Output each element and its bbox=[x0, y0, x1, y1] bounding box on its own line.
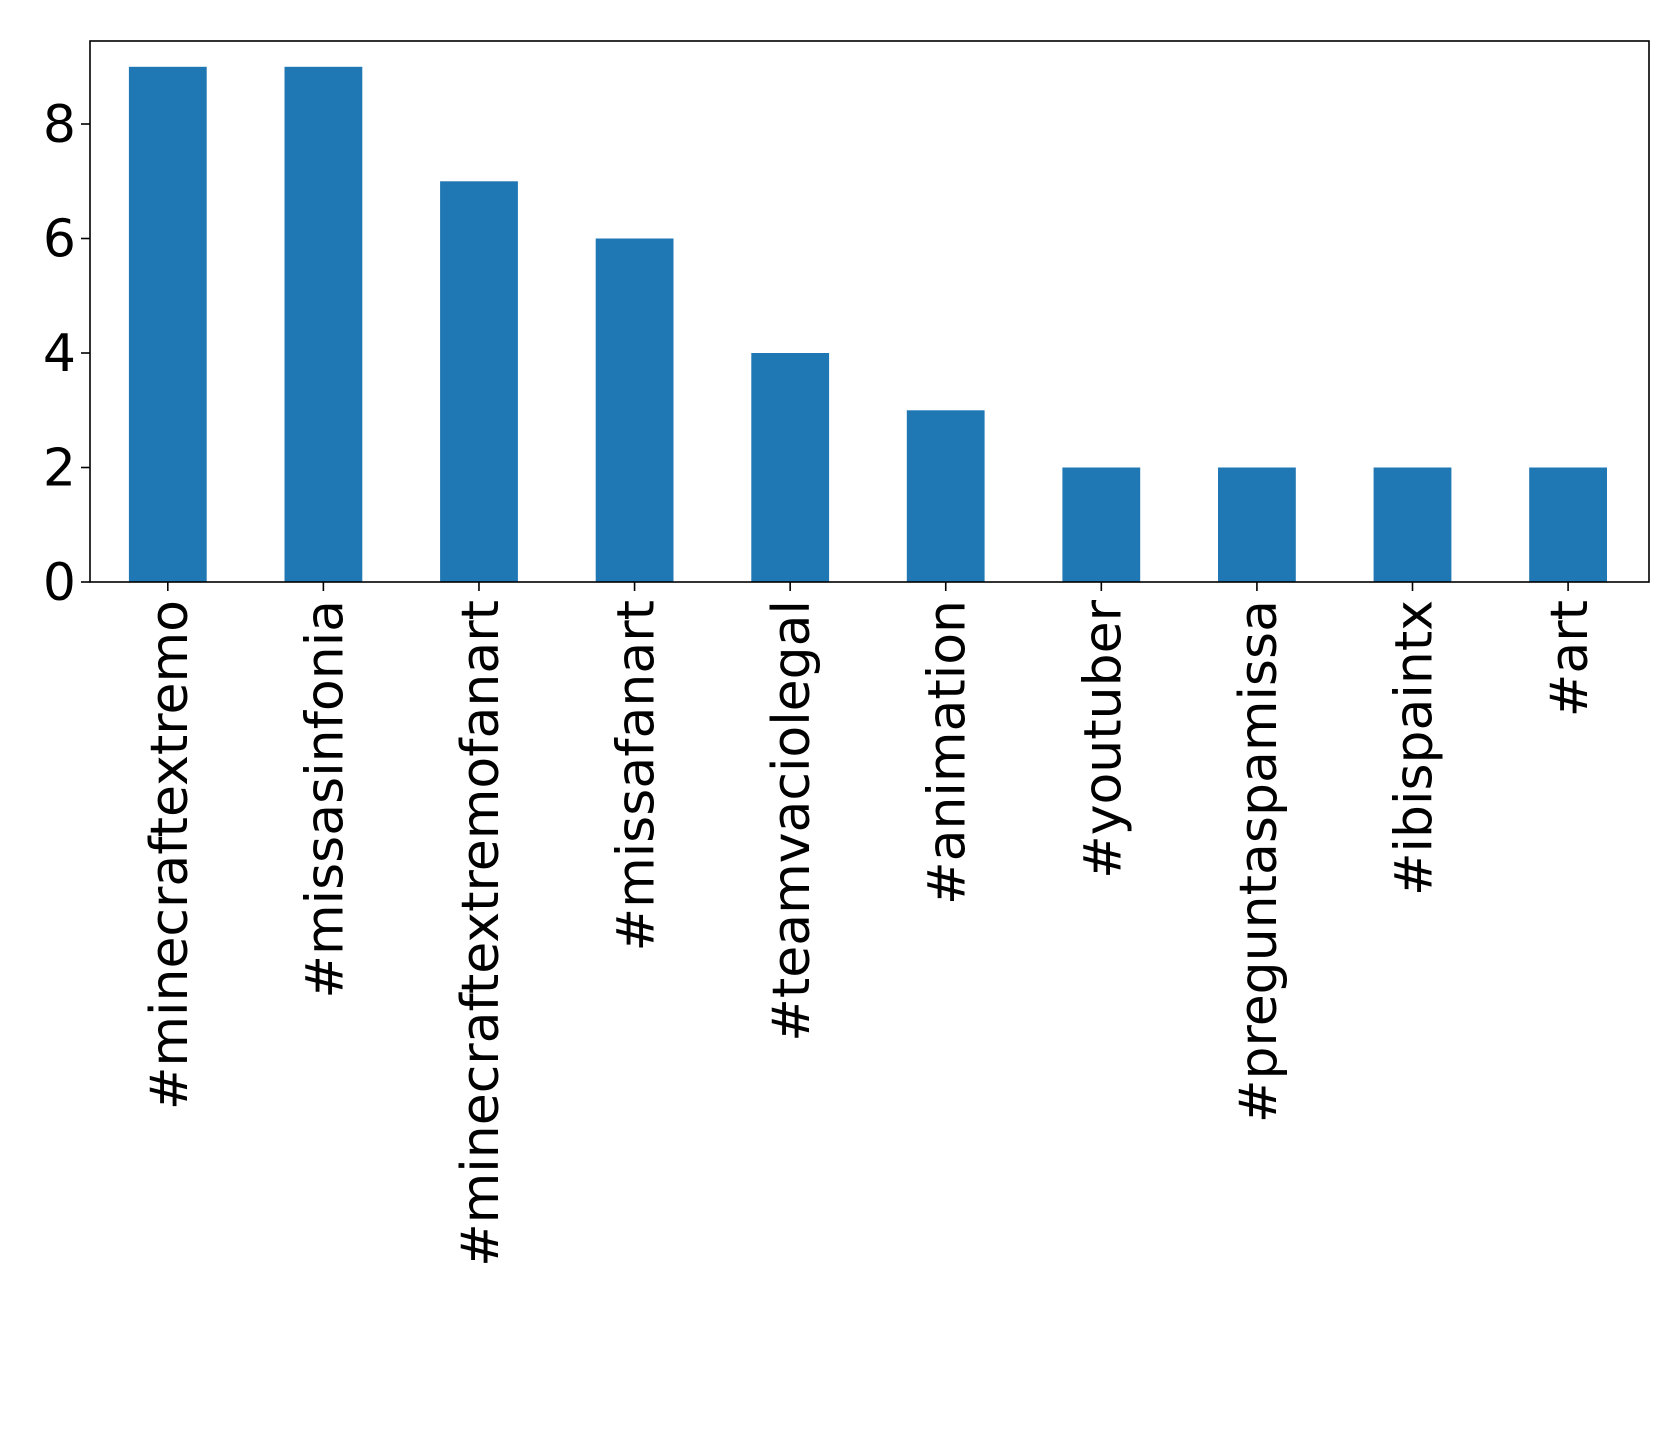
bar-5 bbox=[751, 353, 830, 582]
bar-1 bbox=[128, 66, 207, 583]
x-tick-label-10: #art bbox=[1540, 600, 1600, 717]
x-tick-label-5: #teamvaciolegal bbox=[762, 600, 822, 1042]
plot-frame bbox=[89, 40, 1650, 583]
y-tick-label-2: 2 bbox=[43, 439, 76, 499]
x-tick-label-1: #minecraftextremo bbox=[140, 600, 200, 1110]
bar-8 bbox=[1218, 467, 1296, 582]
x-tick-label-6: #animation bbox=[918, 600, 978, 905]
bar-2 bbox=[284, 66, 363, 583]
y-tick-label-0: 0 bbox=[43, 553, 76, 613]
bar-6 bbox=[906, 410, 985, 582]
y-axis: 0 2 4 6 8 bbox=[43, 95, 90, 613]
x-tick-label-8: #preguntaspamissa bbox=[1229, 600, 1289, 1123]
x-tick-label-9: #ibispaintx bbox=[1385, 600, 1445, 896]
bar-10 bbox=[1529, 467, 1607, 582]
bar-3 bbox=[440, 181, 518, 583]
x-axis: #minecraftextremo #missasinfonia #minecraf… bbox=[140, 582, 1600, 1267]
bar-9 bbox=[1373, 467, 1452, 582]
y-tick-label-4: 4 bbox=[43, 324, 76, 384]
bar-4 bbox=[595, 238, 674, 582]
x-tick-label-7: #youtuber bbox=[1073, 599, 1133, 878]
x-tick-label-2: #missasinfonia bbox=[295, 600, 355, 999]
y-tick-label-8: 8 bbox=[43, 95, 76, 155]
bar-7 bbox=[1062, 467, 1141, 582]
bars-layer bbox=[128, 66, 1607, 583]
y-tick-label-6: 6 bbox=[43, 210, 76, 270]
x-tick-label-3: #minecraftextremofanart bbox=[451, 600, 511, 1267]
x-tick-label-4: #missafanart bbox=[607, 600, 667, 951]
